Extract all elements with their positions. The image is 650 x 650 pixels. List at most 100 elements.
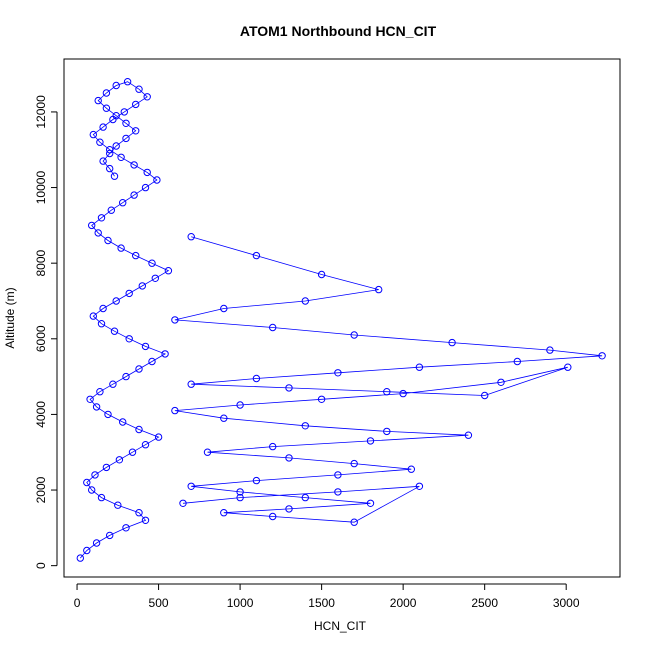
data-point <box>366 499 375 507</box>
data-point <box>130 191 138 199</box>
x-tick-label: 3000 <box>553 596 580 610</box>
data-point <box>171 316 179 324</box>
data-point <box>135 85 143 93</box>
data-point <box>117 153 125 162</box>
data-point <box>112 142 120 150</box>
x-tick-label: 1000 <box>227 596 254 610</box>
data-point <box>135 425 143 434</box>
data-point <box>141 342 150 351</box>
data-point <box>301 297 309 305</box>
series-line <box>79 81 170 559</box>
y-tick-label: 2000 <box>34 476 48 503</box>
data-point <box>236 401 244 409</box>
data-point <box>143 168 151 177</box>
data-point <box>122 524 130 532</box>
data-point <box>110 327 119 335</box>
data-point <box>269 512 277 521</box>
data-point <box>125 289 133 298</box>
data-point <box>97 493 106 502</box>
data-point <box>96 388 104 396</box>
data-point <box>236 488 244 496</box>
data-point <box>97 320 106 328</box>
data-point <box>187 482 195 490</box>
data-point <box>317 270 326 279</box>
data-point <box>161 350 169 358</box>
data-point <box>285 384 293 392</box>
data-point <box>106 149 114 158</box>
data-point <box>114 501 122 509</box>
data-point <box>187 380 195 388</box>
data-point <box>141 441 150 449</box>
data-point <box>106 531 114 540</box>
data-point <box>122 134 130 143</box>
y-tick-label: 12000 <box>34 95 48 129</box>
x-tick-label: 0 <box>74 596 81 610</box>
data-point <box>92 539 101 547</box>
data-point <box>83 546 91 555</box>
data-point <box>110 172 119 180</box>
data-point <box>203 448 212 456</box>
data-point <box>76 554 85 562</box>
data-point <box>141 516 150 524</box>
data-point <box>220 509 228 517</box>
y-tick-label: 8000 <box>34 250 48 277</box>
data-point <box>104 236 112 245</box>
data-point <box>334 369 342 377</box>
data-point <box>564 363 572 371</box>
x-tick-label: 1500 <box>308 596 335 610</box>
data-point <box>102 463 111 472</box>
data-point <box>132 100 140 109</box>
y-axis: 0 2000 4000 6000 8000 10000 12000 <box>34 95 58 569</box>
data-point <box>123 78 132 86</box>
data-point <box>375 285 383 294</box>
data-point <box>112 297 120 305</box>
data-point <box>97 214 106 222</box>
data-point <box>153 176 161 184</box>
data-point <box>125 335 133 343</box>
data-point <box>415 482 424 490</box>
data-point <box>151 274 160 282</box>
data-point <box>546 346 554 354</box>
chart-title: ATOM1 Northbound HCN_CIT <box>240 23 437 39</box>
data-point <box>481 391 489 400</box>
data-point <box>122 119 130 128</box>
x-tick-label: 500 <box>149 596 169 610</box>
data-point <box>350 331 358 339</box>
x-tick-label: 2500 <box>471 596 498 610</box>
data-point <box>399 389 407 398</box>
series-line <box>174 236 603 523</box>
data-point <box>106 146 114 154</box>
data-point <box>109 380 117 388</box>
plot-frame <box>63 58 621 578</box>
data-point <box>171 406 179 415</box>
data-point <box>102 89 111 97</box>
data-point <box>334 471 342 479</box>
data-point <box>89 312 98 320</box>
data-point <box>383 427 391 436</box>
data-point <box>220 304 228 313</box>
y-tick-label: 10000 <box>34 171 48 205</box>
data-point <box>179 499 187 507</box>
data-point <box>464 431 473 439</box>
data-point <box>112 81 120 90</box>
x-axis: 0 500 1000 1500 2000 2500 3000 <box>74 583 580 610</box>
x-tick-label: 2000 <box>390 596 417 610</box>
data-point <box>99 123 107 131</box>
data-point <box>220 414 228 422</box>
y-tick-label: 4000 <box>34 401 48 428</box>
data-point <box>236 493 244 502</box>
data-point <box>301 493 309 502</box>
data-point <box>148 259 156 267</box>
series-2 <box>171 233 606 526</box>
data-point <box>350 518 358 526</box>
data-point <box>350 459 358 468</box>
data-point <box>269 323 277 332</box>
data-point <box>117 244 125 252</box>
data-point <box>99 157 107 165</box>
data-point <box>107 206 116 214</box>
data-point <box>130 161 138 169</box>
data-point <box>122 372 130 381</box>
x-axis-label: HCN_CIT <box>314 619 367 633</box>
